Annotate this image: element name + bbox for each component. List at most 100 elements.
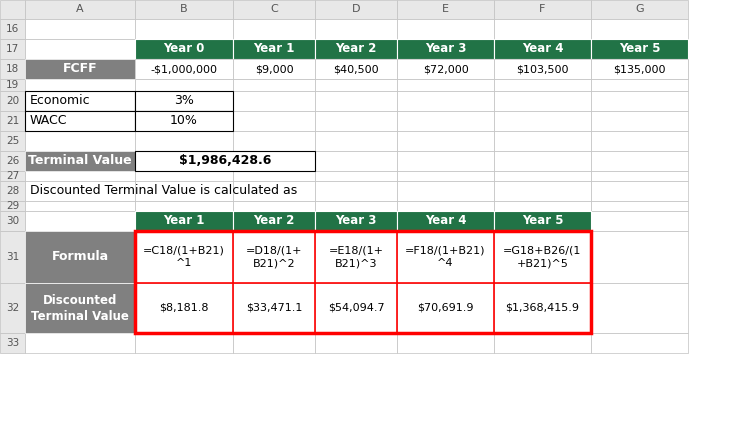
Bar: [135, 79, 233, 91]
Text: 18: 18: [6, 64, 19, 74]
Bar: [0, 201, 25, 211]
Text: 33: 33: [6, 338, 19, 348]
Text: Year 5: Year 5: [522, 215, 564, 227]
Text: Year 4: Year 4: [522, 43, 564, 56]
Bar: [494, 283, 591, 333]
Bar: [0, 151, 25, 171]
Bar: [0, 0, 25, 19]
Text: 10%: 10%: [170, 115, 198, 128]
Bar: [315, 333, 397, 353]
Bar: [0, 171, 25, 181]
Bar: [315, 111, 397, 131]
Bar: [233, 181, 315, 201]
Bar: [591, 59, 688, 79]
Bar: [494, 283, 591, 333]
Bar: [0, 79, 25, 91]
Bar: [397, 231, 494, 283]
Bar: [315, 283, 397, 333]
Bar: [591, 19, 688, 39]
Bar: [0, 333, 25, 353]
Bar: [397, 79, 494, 91]
Bar: [591, 283, 688, 333]
Bar: [0, 59, 25, 79]
Bar: [315, 0, 397, 19]
Bar: [135, 171, 233, 181]
Text: =E18/(1+
B21)^3: =E18/(1+ B21)^3: [328, 246, 383, 268]
Text: A: A: [76, 5, 84, 14]
Bar: [135, 19, 233, 39]
Bar: [494, 201, 591, 211]
Bar: [135, 283, 233, 333]
Bar: [25, 211, 135, 231]
Bar: [591, 39, 688, 59]
Text: -$1,000,000: -$1,000,000: [150, 64, 218, 74]
Text: Year 2: Year 2: [335, 43, 377, 56]
Bar: [25, 181, 135, 201]
Bar: [233, 283, 315, 333]
Bar: [315, 91, 397, 111]
Bar: [0, 231, 25, 283]
Bar: [315, 211, 397, 231]
Text: Year 1: Year 1: [164, 215, 204, 227]
Bar: [25, 91, 135, 111]
Text: G: G: [635, 5, 644, 14]
Bar: [233, 39, 315, 59]
Text: Year 2: Year 2: [253, 215, 295, 227]
Text: 19: 19: [6, 80, 19, 90]
Bar: [233, 333, 315, 353]
Bar: [315, 151, 397, 171]
Bar: [135, 151, 233, 171]
Text: 21: 21: [6, 116, 19, 126]
Bar: [25, 231, 135, 283]
Bar: [494, 171, 591, 181]
Text: Year 0: Year 0: [164, 43, 204, 56]
Text: 30: 30: [6, 216, 19, 226]
Bar: [397, 231, 494, 283]
Bar: [397, 111, 494, 131]
Text: B: B: [180, 5, 188, 14]
Bar: [494, 59, 591, 79]
Bar: [0, 39, 25, 59]
Bar: [135, 131, 233, 151]
Bar: [135, 91, 233, 111]
Bar: [397, 333, 494, 353]
Text: 31: 31: [6, 252, 19, 262]
Bar: [135, 283, 233, 333]
Text: $1,986,428.6: $1,986,428.6: [179, 155, 271, 168]
Text: $9,000: $9,000: [255, 64, 293, 74]
Bar: [135, 231, 233, 283]
Bar: [25, 39, 135, 59]
Bar: [135, 211, 233, 231]
Bar: [135, 0, 233, 19]
Text: $1,368,415.9: $1,368,415.9: [505, 303, 580, 313]
Bar: [233, 0, 315, 19]
Text: 32: 32: [6, 303, 19, 313]
Text: 17: 17: [6, 44, 19, 54]
Bar: [591, 79, 688, 91]
Bar: [494, 131, 591, 151]
Text: FCFF: FCFF: [63, 62, 97, 75]
Bar: [0, 131, 25, 151]
Bar: [591, 171, 688, 181]
Text: Year 1: Year 1: [253, 43, 295, 56]
Bar: [591, 201, 688, 211]
Text: Year 3: Year 3: [425, 43, 466, 56]
Text: $70,691.9: $70,691.9: [418, 303, 474, 313]
Bar: [233, 131, 315, 151]
Bar: [25, 333, 135, 353]
Bar: [0, 91, 25, 111]
Bar: [494, 19, 591, 39]
Bar: [0, 211, 25, 231]
Bar: [591, 111, 688, 131]
Bar: [25, 0, 135, 19]
Bar: [233, 283, 315, 333]
Bar: [315, 211, 397, 231]
Text: $72,000: $72,000: [423, 64, 469, 74]
Text: WACC: WACC: [30, 115, 67, 128]
Bar: [315, 39, 397, 59]
Bar: [135, 111, 233, 131]
Bar: [315, 59, 397, 79]
Bar: [25, 79, 135, 91]
Bar: [397, 59, 494, 79]
Bar: [135, 181, 233, 201]
